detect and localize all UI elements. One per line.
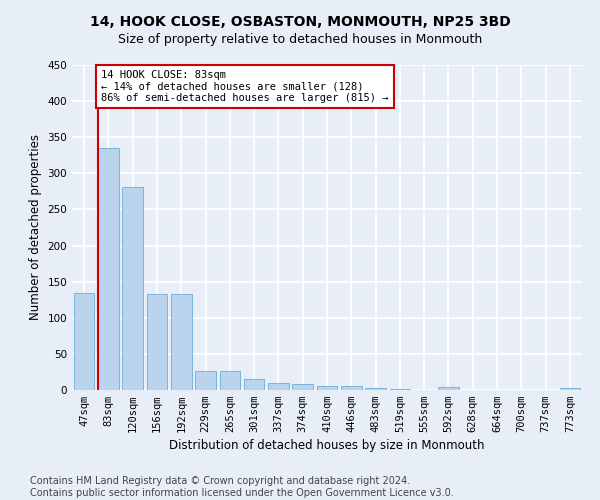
Bar xyxy=(438,387,459,390)
Bar xyxy=(98,148,119,390)
Bar xyxy=(341,386,362,390)
Text: Contains HM Land Registry data © Crown copyright and database right 2024.
Contai: Contains HM Land Registry data © Crown c… xyxy=(30,476,454,498)
Bar xyxy=(365,388,386,390)
Text: Size of property relative to detached houses in Monmouth: Size of property relative to detached ho… xyxy=(118,32,482,46)
Bar xyxy=(220,371,240,390)
Bar xyxy=(244,379,265,390)
Bar xyxy=(122,187,143,390)
X-axis label: Distribution of detached houses by size in Monmouth: Distribution of detached houses by size … xyxy=(169,440,485,452)
Bar xyxy=(268,383,289,390)
Bar xyxy=(317,386,337,390)
Text: 14 HOOK CLOSE: 83sqm
← 14% of detached houses are smaller (128)
86% of semi-deta: 14 HOOK CLOSE: 83sqm ← 14% of detached h… xyxy=(101,70,389,103)
Bar xyxy=(146,294,167,390)
Bar xyxy=(292,384,313,390)
Bar xyxy=(195,371,216,390)
Text: 14, HOOK CLOSE, OSBASTON, MONMOUTH, NP25 3BD: 14, HOOK CLOSE, OSBASTON, MONMOUTH, NP25… xyxy=(89,15,511,29)
Bar xyxy=(74,293,94,390)
Bar xyxy=(171,294,191,390)
Bar xyxy=(560,388,580,390)
Y-axis label: Number of detached properties: Number of detached properties xyxy=(29,134,42,320)
